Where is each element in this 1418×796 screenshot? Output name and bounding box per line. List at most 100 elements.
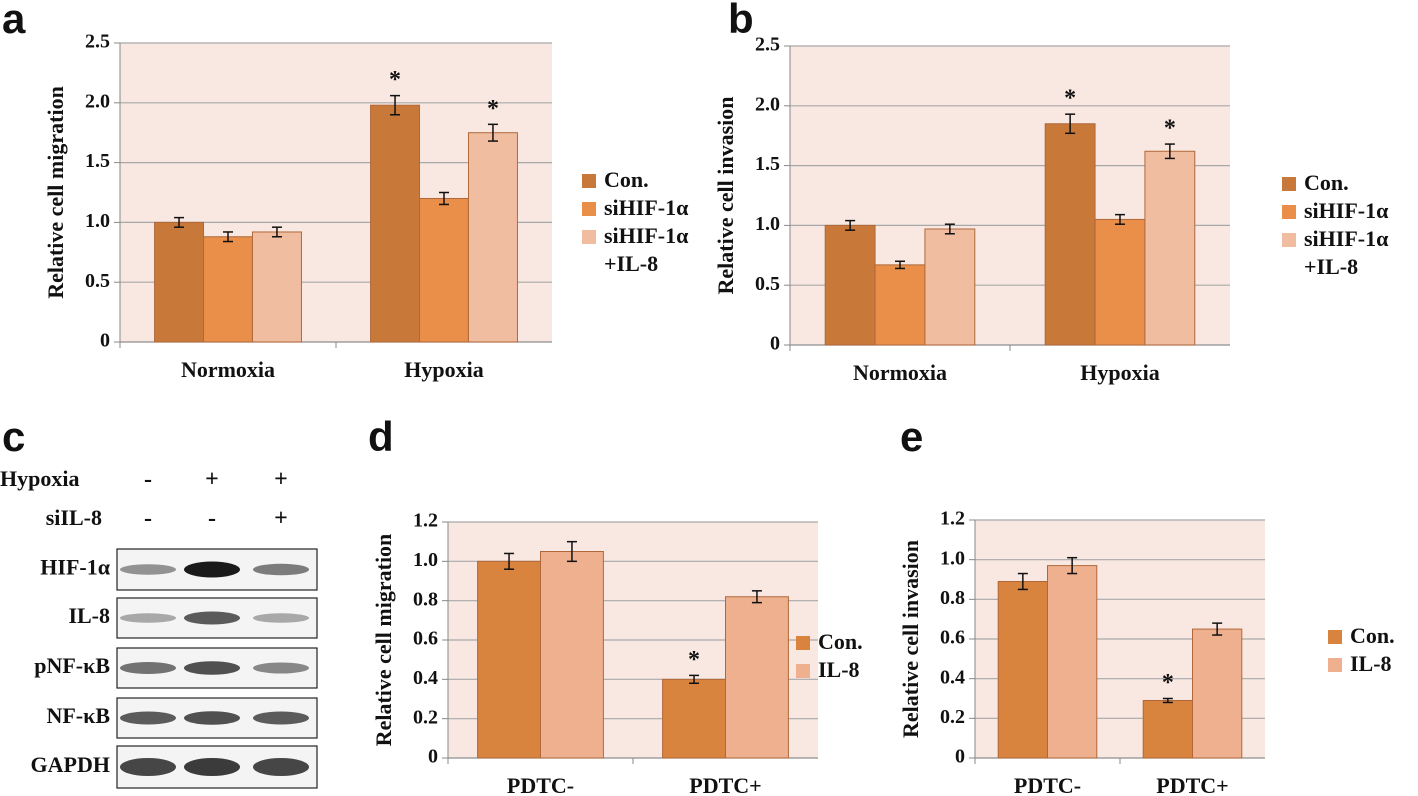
- significance-mark: *: [389, 67, 401, 93]
- legend-label: siHIF-1α +IL-8: [1304, 226, 1394, 279]
- bar: [370, 104, 421, 343]
- y-tick-label: 2.5: [755, 34, 780, 56]
- panel-letter: e: [900, 413, 923, 460]
- condition-value: -: [144, 467, 152, 493]
- condition-value: -: [144, 506, 152, 532]
- y-tick-label: 2.0: [755, 93, 780, 115]
- y-tick-label: 0.8: [940, 587, 965, 609]
- legend-swatch: [582, 230, 596, 244]
- error-bar: [1017, 572, 1028, 591]
- blot-band: [120, 711, 176, 725]
- bar: [1144, 150, 1196, 346]
- error-bar: [1115, 213, 1125, 225]
- legend-label: Con.: [818, 629, 863, 654]
- blot-band: [120, 613, 176, 623]
- y-tick-label: 1.2: [413, 510, 438, 532]
- bar: [467, 132, 518, 343]
- x-tick-label: PDTC+: [689, 773, 761, 796]
- y-tick-label: 1.2: [940, 508, 965, 530]
- y-axis-label: Relative cell migration: [43, 86, 68, 299]
- blot-band: [120, 662, 176, 674]
- bar: [477, 560, 542, 759]
- significance-mark: *: [688, 647, 700, 673]
- error-bar: [504, 552, 515, 570]
- bar: [662, 678, 726, 759]
- significance-mark: *: [487, 96, 499, 122]
- bar: [824, 224, 876, 346]
- x-tick-label: PDTC+: [1156, 773, 1228, 796]
- y-tick-label: 0.2: [940, 706, 965, 728]
- y-tick-label: 1.0: [85, 210, 110, 232]
- y-tick-label: 1.0: [940, 547, 965, 569]
- legend-label: Con.: [1304, 170, 1349, 195]
- legend-swatch: [1282, 205, 1296, 219]
- bar: [1047, 565, 1098, 759]
- condition-value: +: [274, 467, 288, 493]
- legend-label: Con.: [1350, 623, 1395, 648]
- significance-mark: *: [1164, 116, 1176, 142]
- error-bar: [845, 219, 856, 231]
- panel-letter: a: [2, 0, 26, 42]
- error-bar: [1067, 556, 1078, 575]
- condition-label: siIL-8: [46, 505, 102, 530]
- y-tick-label: 0: [770, 333, 780, 355]
- legend-swatch: [582, 174, 596, 188]
- x-tick-label: Hypoxia: [404, 357, 483, 382]
- legend-swatch: [1328, 630, 1342, 644]
- blot-band: [253, 613, 309, 623]
- bar: [1142, 699, 1193, 759]
- bar: [203, 236, 253, 343]
- y-tick-label: 0.4: [940, 666, 965, 688]
- legend-swatch: [1282, 233, 1296, 247]
- bar: [874, 264, 926, 346]
- bar: [1044, 123, 1096, 346]
- x-tick-label: Normoxia: [181, 357, 275, 382]
- condition-value: +: [205, 467, 219, 493]
- y-tick-label: 2.5: [85, 31, 110, 53]
- x-tick-label: PDTC-: [507, 773, 574, 796]
- error-bar: [944, 223, 955, 235]
- error-bar: [1162, 697, 1173, 704]
- error-bar: [689, 674, 700, 685]
- panel-letter: c: [2, 413, 25, 460]
- protein-label: IL-8: [68, 603, 110, 628]
- y-tick-label: 0.6: [413, 628, 438, 650]
- protein-label: GAPDH: [31, 752, 110, 777]
- blot-band: [253, 758, 309, 776]
- error-bar: [174, 216, 185, 228]
- y-tick-label: 0: [428, 746, 438, 768]
- significance-mark: *: [1162, 670, 1174, 696]
- bar: [725, 596, 789, 759]
- legend-swatch: [1282, 177, 1296, 191]
- legend-label: Con.: [604, 167, 649, 192]
- protein-label: pNF-κB: [34, 653, 110, 678]
- bar: [924, 228, 976, 346]
- condition-label: Hypoxia: [0, 466, 79, 491]
- error-bar: [895, 260, 905, 270]
- blot-band: [253, 662, 309, 674]
- bar: [1094, 218, 1146, 346]
- y-axis-label: Relative cell migration: [371, 534, 396, 747]
- error-bar: [271, 226, 282, 238]
- error-bar: [1212, 622, 1223, 636]
- error-bar: [751, 590, 762, 604]
- y-axis-label: Relative cell invasion: [898, 540, 923, 738]
- y-tick-label: 1.5: [755, 153, 780, 175]
- error-bar: [223, 231, 233, 243]
- error-bar: [1164, 143, 1175, 160]
- x-tick-label: PDTC-: [1014, 773, 1081, 796]
- protein-label: HIF-1α: [40, 555, 110, 580]
- legend-swatch: [582, 202, 596, 216]
- blot-band: [184, 611, 240, 625]
- blot-band: [253, 711, 309, 725]
- blot-band: [120, 758, 176, 776]
- y-tick-label: 0.4: [413, 667, 438, 689]
- y-tick-label: 0: [100, 330, 110, 352]
- bar: [154, 221, 205, 343]
- y-tick-label: 0.8: [413, 588, 438, 610]
- legend-swatch: [796, 636, 810, 650]
- bar: [540, 551, 604, 759]
- legend-label: IL-8: [1350, 651, 1392, 676]
- blot-band: [184, 711, 240, 725]
